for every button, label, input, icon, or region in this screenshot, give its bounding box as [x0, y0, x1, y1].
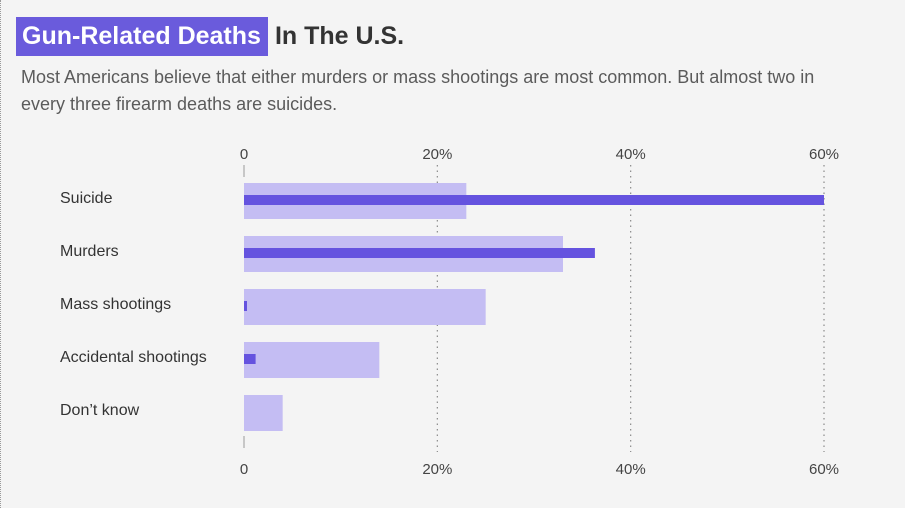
tick-label-top-1: 20%	[422, 146, 452, 163]
title-highlight: Gun-Related Deaths	[16, 16, 268, 56]
perception-bar-4	[244, 395, 283, 431]
perception-bar-3	[244, 342, 380, 378]
actual-bar-2	[244, 301, 247, 311]
tick-label-top-2: 40%	[616, 146, 646, 163]
tick-label-bottom-1: 20%	[422, 461, 452, 478]
tick-label-bottom-0: 0	[240, 461, 248, 478]
chart-subtitle: Most Americans believe that either murde…	[21, 67, 815, 114]
perception-bar-2	[244, 289, 486, 325]
actual-bar-0	[244, 195, 824, 205]
tick-label-bottom-2: 40%	[616, 461, 646, 478]
title-rest: In The U.S.	[274, 22, 405, 50]
actual-bar-3	[244, 354, 256, 364]
tick-label-top-0: 0	[240, 146, 248, 163]
category-label-1: Murders	[60, 243, 119, 260]
category-label-3: Accidental shootings	[60, 349, 207, 366]
tick-label-top-3: 60%	[809, 146, 839, 163]
tick-label-bottom-3: 60%	[809, 461, 839, 478]
chart-title: Gun-Related Deaths In The U.S.	[16, 16, 404, 56]
page-edge	[0, 0, 4, 508]
category-label-4: Don’t know	[60, 402, 140, 419]
category-label-2: Mass shootings	[60, 296, 171, 313]
category-label-0: Suicide	[60, 190, 113, 207]
actual-bar-1	[244, 248, 595, 258]
